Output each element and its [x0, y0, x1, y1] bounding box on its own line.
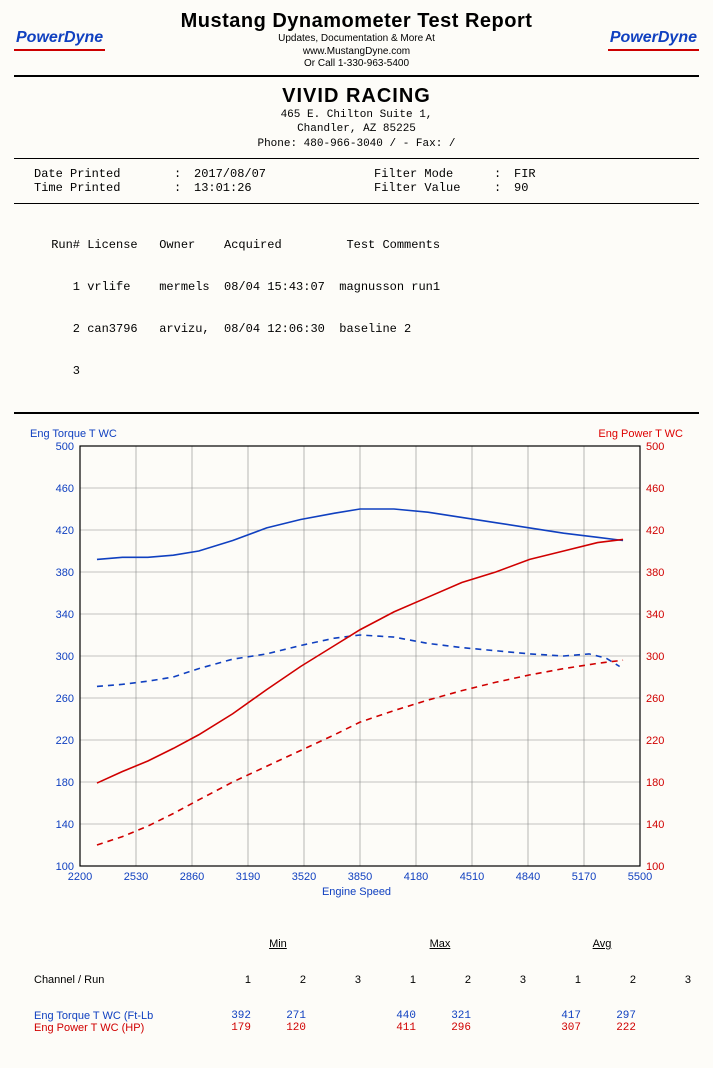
svg-text:140: 140	[646, 819, 664, 831]
stats-cell: 120	[255, 1022, 310, 1034]
stats-cell: 222	[585, 1022, 640, 1034]
logo-right: PowerDyne	[608, 29, 699, 51]
stats-cell: 297	[585, 1010, 640, 1022]
stats-group-max: Max	[359, 938, 521, 950]
filter-mode-label: Filter Mode	[374, 167, 494, 181]
svg-text:380: 380	[56, 567, 74, 579]
runs-row: 1 vrlife mermels 08/04 15:43:07 magnusso…	[44, 280, 669, 294]
stats-cell: 392	[200, 1010, 255, 1022]
report-title: Mustang Dynamometer Test Report	[105, 10, 608, 33]
svg-text:4510: 4510	[460, 871, 484, 883]
svg-text:340: 340	[56, 609, 74, 621]
svg-text:300: 300	[646, 651, 664, 663]
svg-text:260: 260	[56, 693, 74, 705]
svg-text:300: 300	[56, 651, 74, 663]
stats-group-min: Min	[197, 938, 359, 950]
runs-row: 2 can3796 arvizu, 08/04 12:06:30 baselin…	[44, 322, 669, 336]
svg-text:5170: 5170	[572, 871, 596, 883]
runs-row: 3	[44, 364, 669, 378]
stats-cell: 296	[420, 1022, 475, 1034]
shop-name: VIVID RACING	[14, 85, 699, 108]
svg-text:2530: 2530	[124, 871, 148, 883]
svg-text:5500: 5500	[628, 871, 652, 883]
logo-left: PowerDyne	[14, 29, 105, 51]
runs-table: Run# License Owner Acquired Test Comment…	[14, 208, 699, 408]
stats-cell	[310, 1022, 365, 1034]
stats-cell: 179	[200, 1022, 255, 1034]
shop-phone: Phone: 480-966-3040 / - Fax: /	[14, 137, 699, 152]
shop-addr1: 465 E. Chilton Suite 1,	[14, 108, 699, 123]
stats-row: Eng Torque T WC (Ft-Lb392271 440321 417297	[26, 1010, 687, 1022]
time-label: Time Printed	[34, 181, 174, 195]
y-axis-left-label: Eng Torque T WC	[30, 428, 117, 440]
stats-cell	[475, 1010, 530, 1022]
report-header: Mustang Dynamometer Test Report Updates,…	[105, 10, 608, 71]
svg-text:500: 500	[56, 442, 74, 453]
dyno-chart: 1001001401401801802202202602603003003403…	[30, 442, 690, 884]
svg-text:460: 460	[646, 483, 664, 495]
stats-cell	[475, 1022, 530, 1034]
svg-text:220: 220	[56, 735, 74, 747]
svg-text:460: 460	[56, 483, 74, 495]
svg-text:500: 500	[646, 442, 664, 453]
stats-cell: 271	[255, 1010, 310, 1022]
svg-text:180: 180	[646, 777, 664, 789]
filter-val-label: Filter Value	[374, 181, 494, 195]
svg-text:4840: 4840	[516, 871, 540, 883]
svg-text:140: 140	[56, 819, 74, 831]
stats-cell	[640, 1010, 695, 1022]
filter-mode-value: FIR	[514, 167, 574, 181]
date-value: 2017/08/07	[194, 167, 374, 181]
divider	[14, 75, 699, 77]
svg-text:260: 260	[646, 693, 664, 705]
svg-text:380: 380	[646, 567, 664, 579]
report-sub1: Updates, Documentation & More At	[105, 33, 608, 46]
stats-row-label: Eng Torque T WC (Ft-Lb	[30, 1010, 200, 1022]
stats-cell: 411	[365, 1022, 420, 1034]
svg-text:3520: 3520	[292, 871, 316, 883]
channel-header: Channel / Run	[30, 974, 200, 986]
filter-val-value: 90	[514, 181, 574, 195]
svg-text:2200: 2200	[68, 871, 92, 883]
divider	[14, 158, 699, 159]
stats-row-label: Eng Power T WC (HP)	[30, 1022, 200, 1034]
svg-text:3850: 3850	[348, 871, 372, 883]
stats-cell: 321	[420, 1010, 475, 1022]
svg-text:420: 420	[56, 525, 74, 537]
time-value: 13:01:26	[194, 181, 374, 195]
svg-text:3190: 3190	[236, 871, 260, 883]
stats-cell: 440	[365, 1010, 420, 1022]
info-block: Date Printed:2017/08/07 Filter Mode:FIR …	[14, 163, 699, 199]
report-sub2: www.MustangDyne.com	[105, 46, 608, 59]
divider	[14, 412, 699, 414]
shop-addr2: Chandler, AZ 85225	[14, 122, 699, 137]
svg-text:4180: 4180	[404, 871, 428, 883]
svg-text:420: 420	[646, 525, 664, 537]
runs-header: Run# License Owner Acquired Test Comment…	[44, 238, 669, 252]
date-label: Date Printed	[34, 167, 174, 181]
divider	[14, 203, 699, 204]
shop-block: VIVID RACING 465 E. Chilton Suite 1, Cha…	[14, 85, 699, 153]
stats-cell	[310, 1010, 365, 1022]
report-sub3: Or Call 1-330-963-5400	[105, 58, 608, 71]
svg-text:180: 180	[56, 777, 74, 789]
svg-text:340: 340	[646, 609, 664, 621]
stats-block: Min Max Avg Channel / Run 1 2 3 1 2 3 1 …	[26, 914, 687, 1058]
stats-cell: 307	[530, 1022, 585, 1034]
stats-row: Eng Power T WC (HP)179120 411296 307222	[26, 1022, 687, 1034]
stats-cell	[640, 1022, 695, 1034]
svg-text:2860: 2860	[180, 871, 204, 883]
stats-group-avg: Avg	[521, 938, 683, 950]
x-axis-label: Engine Speed	[30, 886, 683, 898]
stats-cell: 417	[530, 1010, 585, 1022]
y-axis-right-label: Eng Power T WC	[598, 428, 683, 440]
svg-text:220: 220	[646, 735, 664, 747]
